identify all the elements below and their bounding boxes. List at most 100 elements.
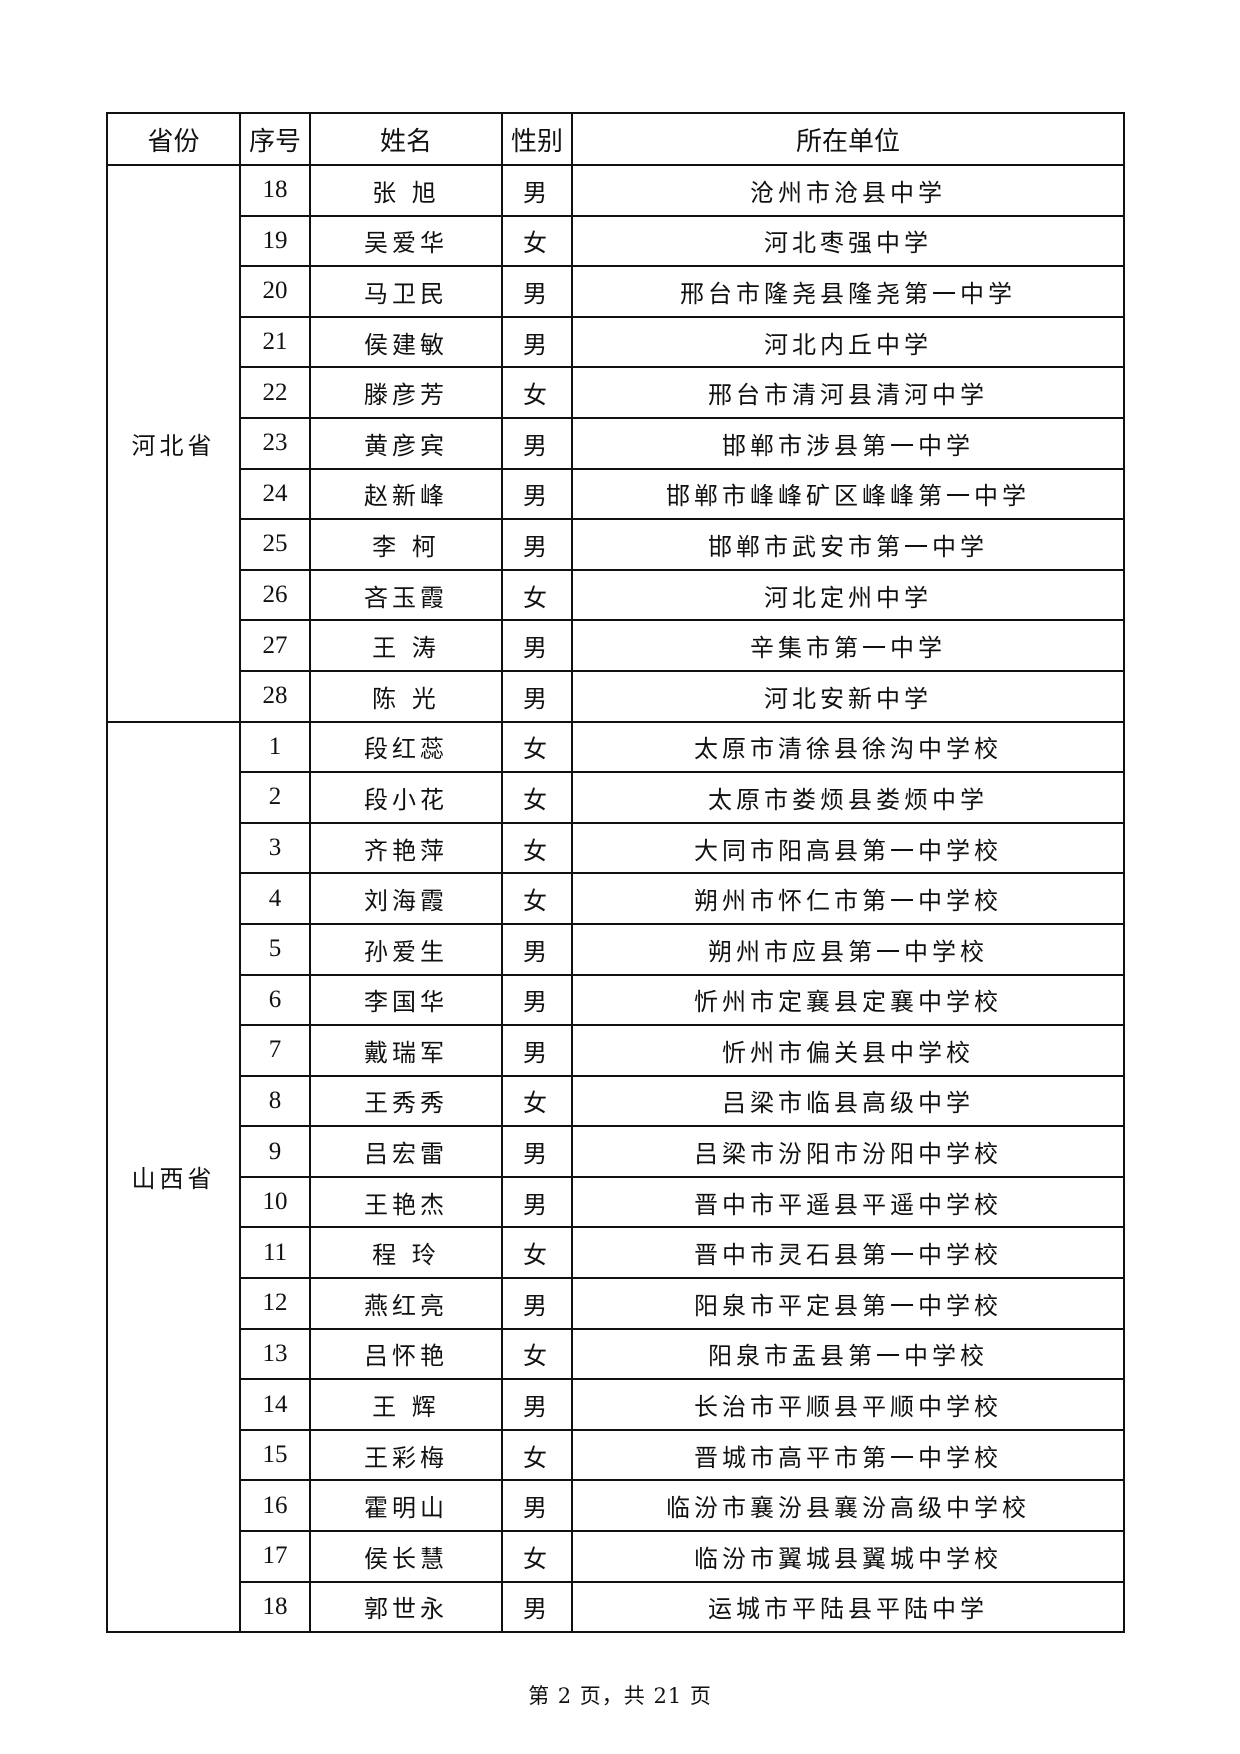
gender-cell: 男 (501, 416, 573, 470)
province-cell: 山西省 (106, 720, 241, 1634)
table-row: 20 马卫民男邢台市隆尧县隆尧第一中学 (107, 265, 1125, 318)
seq-cell: 8 (239, 1074, 311, 1128)
seq-cell: 4 (239, 872, 311, 925)
seq-cell: 28 (239, 669, 311, 723)
province-cell: 河北省 (106, 164, 241, 723)
table-row: 8 王秀秀女吕梁市临县高级中学 (107, 1074, 1125, 1128)
gender-cell: 男 (501, 467, 573, 521)
name-cell: 黄彦宾 (309, 416, 503, 470)
gender-cell: 男 (501, 669, 573, 723)
seq-cell: 10 (239, 1175, 311, 1229)
seq-cell: 9 (239, 1125, 311, 1178)
table-row: 河北省 18 张 旭男沧州市沧县中学 (106, 164, 1125, 723)
gender-cell: 男 (501, 1024, 573, 1077)
gender-cell: 男 (501, 1175, 573, 1229)
gender-cell: 男 (501, 1479, 573, 1533)
unit-cell: 朔州市应县第一中学校 (571, 922, 1125, 976)
unit-cell: 河北安新中学 (571, 669, 1125, 723)
name-cell: 吝玉霞 (309, 568, 503, 622)
header-unit: 所在单位 (571, 112, 1125, 166)
table-row: 12 燕红亮男阳泉市平定县第一中学校 (107, 1277, 1125, 1330)
name-cell: 燕红亮 (309, 1277, 503, 1330)
unit-cell: 晋中市平遥县平遥中学校 (571, 1175, 1125, 1229)
seq-cell: 5 (239, 922, 311, 976)
header-gender: 性别 (501, 112, 573, 166)
name-cell: 侯长慧 (309, 1530, 503, 1583)
gender-cell: 女 (501, 568, 573, 622)
gender-cell: 女 (501, 821, 573, 875)
table-row: 14 王 辉男长治市平顺县平顺中学校 (107, 1378, 1125, 1431)
name-cell: 王 涛 (309, 619, 503, 672)
table-row: 19 吴爱华女河北枣强中学 (107, 214, 1125, 268)
gender-cell: 女 (501, 1428, 573, 1482)
gender-cell: 女 (501, 872, 573, 925)
unit-cell: 邢台市隆尧县隆尧第一中学 (571, 265, 1125, 318)
unit-cell: 晋中市灵石县第一中学校 (571, 1226, 1125, 1280)
name-cell: 王 辉 (309, 1378, 503, 1431)
seq-cell: 16 (239, 1479, 311, 1533)
gender-cell: 女 (501, 1530, 573, 1583)
unit-cell: 邯郸市涉县第一中学 (571, 416, 1125, 470)
gender-cell: 男 (501, 922, 573, 976)
unit-cell: 大同市阳高县第一中学校 (571, 821, 1125, 875)
seq-cell: 24 (239, 467, 311, 521)
table-row: 18 郭世永男运城市平陆县平陆中学 (107, 1580, 1125, 1634)
table-row: 3 齐艳萍女大同市阳高县第一中学校 (107, 821, 1125, 875)
seq-cell: 12 (239, 1277, 311, 1330)
gender-cell: 女 (501, 1226, 573, 1280)
table-row: 10 王艳杰男晋中市平遥县平遥中学校 (107, 1175, 1125, 1229)
gender-cell: 男 (501, 518, 573, 571)
unit-cell: 邯郸市武安市第一中学 (571, 518, 1125, 571)
header-seq: 序号 (239, 112, 311, 166)
table-row: 15 王彩梅女晋城市高平市第一中学校 (107, 1428, 1125, 1482)
name-cell: 段小花 (309, 771, 503, 824)
name-cell: 吴爱华 (309, 214, 503, 268)
unit-cell: 河北枣强中学 (571, 214, 1125, 268)
gender-cell: 男 (501, 1378, 573, 1431)
unit-cell: 沧州市沧县中学 (571, 164, 1125, 217)
seq-cell: 25 (239, 518, 311, 571)
name-cell: 马卫民 (309, 265, 503, 318)
unit-cell: 太原市清徐县徐沟中学校 (571, 720, 1125, 774)
table-row: 山西省 1 段红蕊女 太原市清徐县徐沟中学校 (106, 720, 1125, 1634)
unit-cell: 阳泉市盂县第一中学校 (571, 1327, 1125, 1381)
seq-cell: 13 (239, 1327, 311, 1381)
gender-cell: 男 (501, 1277, 573, 1330)
unit-cell: 邢台市清河县清河中学 (571, 366, 1125, 419)
seq-cell: 17 (239, 1530, 311, 1583)
seq-cell: 19 (239, 214, 311, 268)
unit-cell: 辛集市第一中学 (571, 619, 1125, 672)
seq-cell: 18 (239, 1580, 311, 1634)
name-cell: 滕彦芳 (309, 366, 503, 419)
seq-cell: 20 (239, 265, 311, 318)
unit-cell: 运城市平陆县平陆中学 (571, 1580, 1125, 1634)
unit-cell: 晋城市高平市第一中学校 (571, 1428, 1125, 1482)
unit-cell: 吕梁市临县高级中学 (571, 1074, 1125, 1128)
table-row: 17 侯长慧女临汾市翼城县翼城中学校 (107, 1530, 1125, 1583)
seq-cell: 1 (239, 720, 311, 774)
table-row: 13 吕怀艳女阳泉市盂县第一中学校 (107, 1327, 1125, 1381)
name-cell: 李国华 (309, 973, 503, 1027)
gender-cell: 女 (501, 366, 573, 419)
table-row: 26 吝玉霞女河北定州中学 (107, 568, 1125, 622)
gender-cell: 男 (501, 164, 573, 217)
unit-cell: 河北定州中学 (571, 568, 1125, 622)
table-row: 28 陈 光男河北安新中学 (107, 669, 1125, 723)
header-province: 省份 (106, 112, 241, 166)
seq-cell: 2 (239, 771, 311, 824)
seq-cell: 23 (239, 416, 311, 470)
name-cell: 孙爱生 (309, 922, 503, 976)
seq-cell: 14 (239, 1378, 311, 1431)
name-cell: 李 柯 (309, 518, 503, 571)
gender-cell: 女 (501, 1327, 573, 1381)
table-row: 22 滕彦芳女邢台市清河县清河中学 (107, 366, 1125, 419)
unit-cell: 阳泉市平定县第一中学校 (571, 1277, 1125, 1330)
name-cell: 王彩梅 (309, 1428, 503, 1482)
seq-cell: 22 (239, 366, 311, 419)
table-row: 24 赵新峰男邯郸市峰峰矿区峰峰第一中学 (107, 467, 1125, 521)
unit-cell: 朔州市怀仁市第一中学校 (571, 872, 1125, 925)
name-cell: 段红蕊 (309, 720, 503, 774)
gender-cell: 女 (501, 214, 573, 268)
table-row: 5 孙爱生男朔州市应县第一中学校 (107, 922, 1125, 976)
unit-cell: 河北内丘中学 (571, 315, 1125, 369)
